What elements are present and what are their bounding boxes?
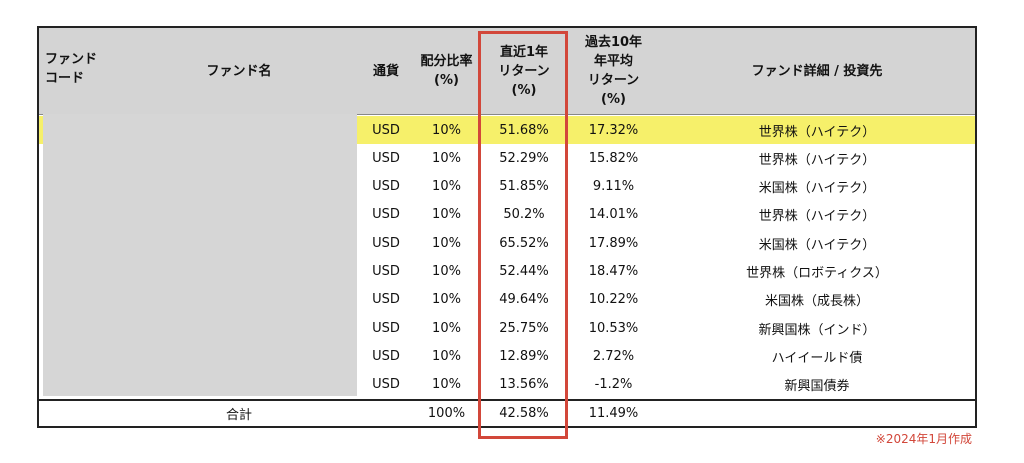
cell-currency: USD xyxy=(372,235,400,251)
creation-note: ※2024年1月作成 xyxy=(875,432,972,446)
table-row: USD 10% 13.56% -1.2% 新興国債券 xyxy=(39,371,975,399)
header-return-1y: 直近1年 リターン (%) xyxy=(498,44,550,98)
cell-detail: 世界株（ハイテク） xyxy=(758,124,876,140)
cell-return-10y: 10.22% xyxy=(588,292,639,308)
total-return-10y: 11.49% xyxy=(588,406,639,421)
table-row: USD 10% 12.89% 2.72% ハイイールド債 xyxy=(39,342,975,370)
header-currency: 通貨 xyxy=(372,63,399,79)
cell-allocation: 10% xyxy=(432,235,461,251)
cell-currency: USD xyxy=(372,348,400,364)
table-row: USD 10% 52.44% 18.47% 世界株（ロボティクス） xyxy=(39,258,975,286)
cell-currency: USD xyxy=(372,122,400,138)
cell-return-10y: 17.89% xyxy=(588,235,639,251)
cell-allocation: 10% xyxy=(432,348,461,364)
cell-return-1y: 12.89% xyxy=(499,348,549,364)
cell-return-10y: -1.2% xyxy=(594,377,633,393)
cell-return-1y: 50.2% xyxy=(503,207,545,223)
header-fund-name: ファンド名 xyxy=(206,63,272,79)
cell-allocation: 10% xyxy=(432,122,461,138)
cell-return-10y: 15.82% xyxy=(588,150,639,166)
cell-detail: 新興国債券 xyxy=(784,379,850,395)
cell-allocation: 10% xyxy=(432,292,461,308)
cell-return-1y: 51.68% xyxy=(499,122,549,138)
cell-detail: 米国株（成長株） xyxy=(764,294,869,310)
cell-return-1y: 25.75% xyxy=(499,320,549,336)
header-detail: ファンド詳細 / 投資先 xyxy=(751,63,883,79)
cell-return-1y: 52.29% xyxy=(499,150,549,166)
total-return-1y: 42.58% xyxy=(499,406,549,421)
cell-return-10y: 14.01% xyxy=(588,207,639,223)
table-header: ファンド コード ファンド名 通貨 配分比率 (%) 直近1年 リターン (%)… xyxy=(39,28,975,115)
cell-allocation: 10% xyxy=(432,264,461,279)
masked-fund-info xyxy=(43,114,357,396)
cell-allocation: 10% xyxy=(432,179,461,195)
cell-return-1y: 65.52% xyxy=(499,235,549,251)
cell-detail: 世界株（ハイテク） xyxy=(758,209,876,225)
cell-currency: USD xyxy=(372,207,400,223)
cell-allocation: 10% xyxy=(432,207,461,223)
cell-return-10y: 2.72% xyxy=(592,348,635,364)
cell-currency: USD xyxy=(372,150,400,166)
header-fund-code: ファンド コード xyxy=(45,52,98,86)
cell-currency: USD xyxy=(372,377,400,393)
cell-return-1y: 51.85% xyxy=(499,179,549,195)
cell-return-10y: 18.47% xyxy=(588,264,639,279)
cell-detail: 米国株（ハイテク） xyxy=(758,237,876,253)
cell-detail: 世界株（ハイテク） xyxy=(758,152,876,168)
table-row: USD 10% 25.75% 10.53% 新興国株（インド） xyxy=(39,314,975,342)
cell-return-1y: 52.44% xyxy=(499,264,549,279)
cell-allocation: 10% xyxy=(432,320,461,336)
fund-table: ファンド コード ファンド名 通貨 配分比率 (%) 直近1年 リターン (%)… xyxy=(37,26,977,428)
cell-detail: 新興国株（インド） xyxy=(758,322,876,338)
total-allocation: 100% xyxy=(427,406,466,421)
total-row: 合計 100% 42.58% 11.49% xyxy=(39,399,975,426)
cell-return-1y: 49.64% xyxy=(499,292,549,308)
cell-currency: USD xyxy=(372,292,400,308)
header-allocation: 配分比率 (%) xyxy=(420,54,473,88)
cell-allocation: 10% xyxy=(432,377,461,393)
cell-allocation: 10% xyxy=(432,150,461,166)
cell-currency: USD xyxy=(372,179,400,195)
table-row: USD 10% 51.85% 9.11% 米国株（ハイテク） xyxy=(39,173,975,201)
cell-return-1y: 13.56% xyxy=(499,377,549,393)
table-row: USD 10% 65.52% 17.89% 米国株（ハイテク） xyxy=(39,229,975,257)
table-row: USD 10% 49.64% 10.22% 米国株（成長株） xyxy=(39,286,975,314)
cell-currency: USD xyxy=(372,264,400,279)
cell-return-10y: 10.53% xyxy=(588,320,639,336)
cell-detail: 米国株（ハイテク） xyxy=(758,181,876,197)
cell-detail: 世界株（ロボティクス） xyxy=(746,266,888,281)
cell-detail: ハイイールド債 xyxy=(771,350,863,366)
header-return-10y: 過去10年 年平均 リターン (%) xyxy=(584,35,643,107)
cell-currency: USD xyxy=(372,320,400,336)
cell-return-10y: 9.11% xyxy=(592,179,635,195)
table-row: USD 10% 50.2% 14.01% 世界株（ハイテク） xyxy=(39,201,975,229)
cell-return-10y: 17.32% xyxy=(588,122,639,138)
table-row: USD 10% 52.29% 15.82% 世界株（ハイテク） xyxy=(39,144,975,172)
total-label: 合計 xyxy=(225,408,252,423)
